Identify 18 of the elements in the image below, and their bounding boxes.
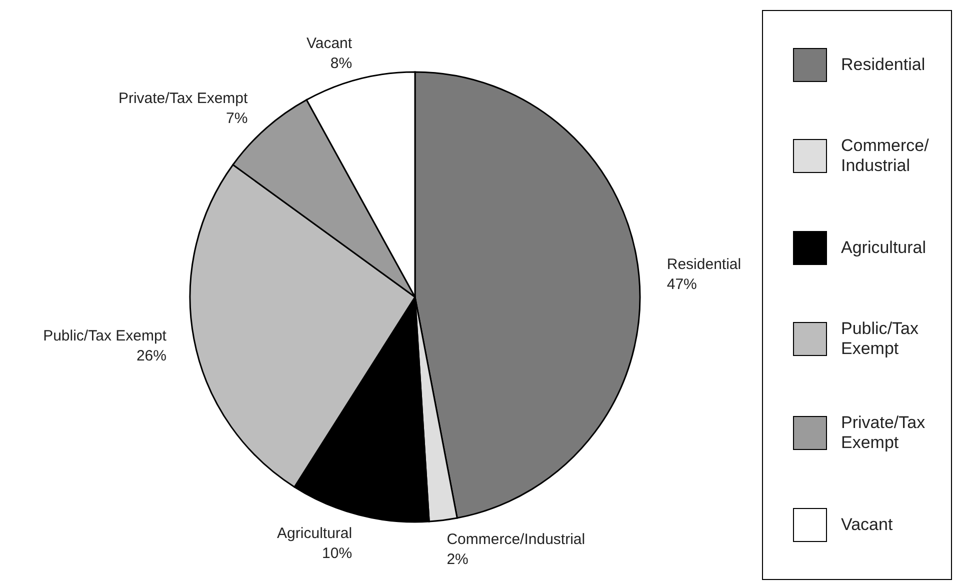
- legend-label: Public/Tax Exempt: [841, 319, 920, 360]
- legend-label: Commerce/Industrial: [841, 136, 930, 176]
- legend-label: Vacant: [841, 514, 894, 535]
- data-label: 8%: [330, 54, 352, 72]
- data-label: 26%: [136, 347, 166, 364]
- data-label: 2%: [446, 551, 468, 568]
- legend-label: Residential: [841, 55, 926, 76]
- slice-label: Residential: [666, 256, 742, 274]
- slice-label: Public/Tax Exempt: [43, 327, 168, 344]
- slice-label: Vacant: [306, 34, 353, 52]
- slice-label: Private/Tax Exempt: [118, 90, 249, 108]
- legend-label: Agricultural: [841, 238, 928, 258]
- slice-label: Agricultural: [277, 525, 352, 542]
- slice-label: Commerce/Industrial: [446, 531, 586, 548]
- data-label: 7%: [226, 110, 248, 128]
- data-label: 47%: [666, 276, 697, 294]
- legend-label: Private/Tax Exempt: [841, 413, 926, 454]
- data-label: 10%: [322, 545, 352, 562]
